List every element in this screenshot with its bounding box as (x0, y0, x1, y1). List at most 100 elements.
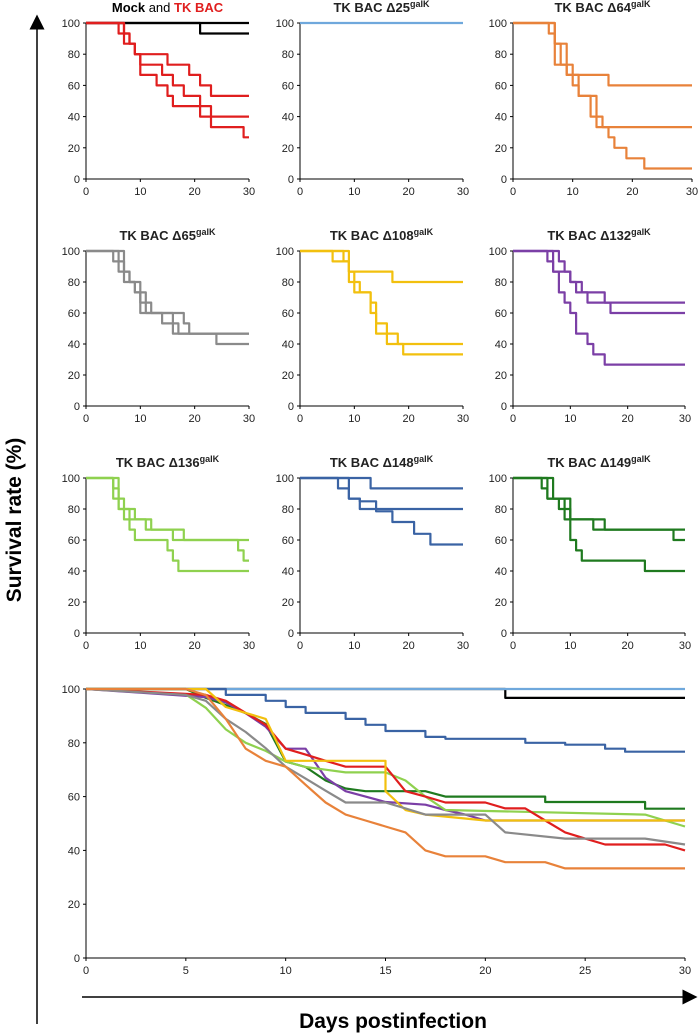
x-tick-label: 20 (403, 413, 415, 425)
y-tick-label: 20 (68, 899, 80, 911)
chart-title-superscript: galK (200, 454, 220, 464)
x-tick-label: 10 (348, 640, 360, 652)
series-line (85, 687, 686, 828)
y-tick-label: 0 (288, 401, 294, 413)
y-tick-label: 100 (489, 473, 507, 485)
series-line (86, 249, 249, 335)
x-tick-label: 20 (189, 186, 201, 198)
chart-title-superscript: galK (196, 227, 216, 237)
figure-axes: Survival rate (%) Days postinfection (3, 14, 698, 1033)
x-tick-label: 20 (622, 640, 634, 652)
x-tick-label: 10 (564, 640, 576, 652)
y-tick-label: 0 (501, 628, 507, 640)
y-tick-label: 100 (276, 18, 294, 30)
y-tick-label: 80 (282, 277, 294, 289)
y-tick-label: 60 (68, 80, 80, 92)
y-tick-label: 60 (495, 535, 507, 547)
y-tick-label: 60 (68, 792, 80, 804)
series-line (513, 21, 692, 170)
y-tick-label: 100 (276, 246, 294, 258)
x-tick-label: 0 (510, 640, 516, 652)
y-tick-label: 100 (489, 18, 507, 30)
chart-panel-2: 0 20 40 60 80 100 0 10 20 30 TK BAC Δ25galK (276, 0, 469, 198)
chart-title: TK BAC Δ148galK (330, 454, 434, 470)
y-tick-label: 0 (74, 953, 80, 965)
chart-title-superscript: galK (414, 454, 434, 464)
y-tick-label: 0 (74, 174, 80, 186)
x-tick-label: 10 (348, 186, 360, 198)
series-line (300, 249, 463, 284)
y-tick-label: 60 (495, 80, 507, 92)
y-tick-label: 60 (282, 308, 294, 320)
y-tick-label: 80 (282, 49, 294, 61)
y-tick-label: 40 (282, 112, 294, 124)
series-line (85, 687, 686, 852)
chart-title: Mock and TK BAC (112, 0, 224, 15)
x-tick-label: 10 (134, 413, 146, 425)
series-line (86, 21, 249, 139)
series-line (86, 476, 249, 573)
chart-panel-9: 0 20 40 60 80 100 0 10 20 30 TK BAC Δ149galK (489, 454, 691, 652)
y-tick-label: 20 (495, 370, 507, 382)
series-line (86, 21, 249, 35)
series-line (513, 476, 685, 542)
series-line (86, 249, 249, 346)
x-tick-label: 20 (622, 413, 634, 425)
y-tick-label: 20 (495, 143, 507, 155)
x-tick-label: 0 (83, 186, 89, 198)
y-tick-label: 100 (276, 473, 294, 485)
y-tick-label: 0 (288, 628, 294, 640)
series-line (300, 476, 463, 511)
y-tick-label: 60 (495, 308, 507, 320)
y-tick-label: 20 (282, 597, 294, 609)
x-tick-label: 0 (510, 413, 516, 425)
y-tick-label: 100 (62, 18, 80, 30)
y-tick-label: 40 (282, 339, 294, 351)
series-line (513, 21, 692, 129)
x-tick-label: 20 (189, 640, 201, 652)
chart-panel-6: 0 20 40 60 80 100 0 10 20 30 TK BAC Δ132galK (489, 227, 691, 425)
chart-title-superscript: galK (631, 454, 651, 464)
x-tick-label: 0 (297, 186, 303, 198)
series-line (86, 687, 685, 753)
chart-panel-7: 0 20 40 60 80 100 0 10 20 30 TK BAC Δ136galK (62, 454, 255, 652)
x-tick-label: 10 (280, 965, 292, 977)
x-tick-label: 30 (457, 186, 469, 198)
x-tick-label: 30 (243, 640, 255, 652)
chart-title: TK BAC Δ25galK (333, 0, 430, 15)
y-tick-label: 40 (68, 566, 80, 578)
series-line (513, 21, 692, 87)
y-tick-label: 100 (489, 246, 507, 258)
series-line (86, 687, 685, 822)
y-tick-label: 0 (501, 174, 507, 186)
x-tick-label: 10 (134, 640, 146, 652)
series-line (513, 476, 685, 531)
y-tick-label: 100 (62, 473, 80, 485)
y-tick-label: 40 (495, 339, 507, 351)
y-tick-label: 40 (282, 566, 294, 578)
y-tick-label: 20 (68, 143, 80, 155)
series-line (300, 476, 463, 546)
y-tick-label: 20 (282, 370, 294, 382)
y-tick-label: 20 (282, 143, 294, 155)
y-tick-label: 60 (282, 80, 294, 92)
chart-title-superscript: galK (631, 227, 651, 237)
y-tick-label: 60 (68, 535, 80, 547)
x-tick-label: 10 (134, 186, 146, 198)
x-tick-label: 15 (379, 965, 391, 977)
y-tick-label: 80 (68, 277, 80, 289)
x-tick-label: 25 (579, 965, 591, 977)
series-line (86, 687, 685, 870)
y-tick-label: 80 (68, 738, 80, 750)
y-tick-label: 100 (62, 246, 80, 258)
y-tick-label: 40 (68, 339, 80, 351)
x-tick-label: 0 (297, 413, 303, 425)
x-tick-label: 10 (564, 413, 576, 425)
x-tick-label: 30 (457, 640, 469, 652)
x-tick-label: 0 (83, 965, 89, 977)
series-line (86, 249, 249, 335)
series-line (300, 249, 463, 346)
chart-title-superscript: galK (410, 0, 430, 9)
